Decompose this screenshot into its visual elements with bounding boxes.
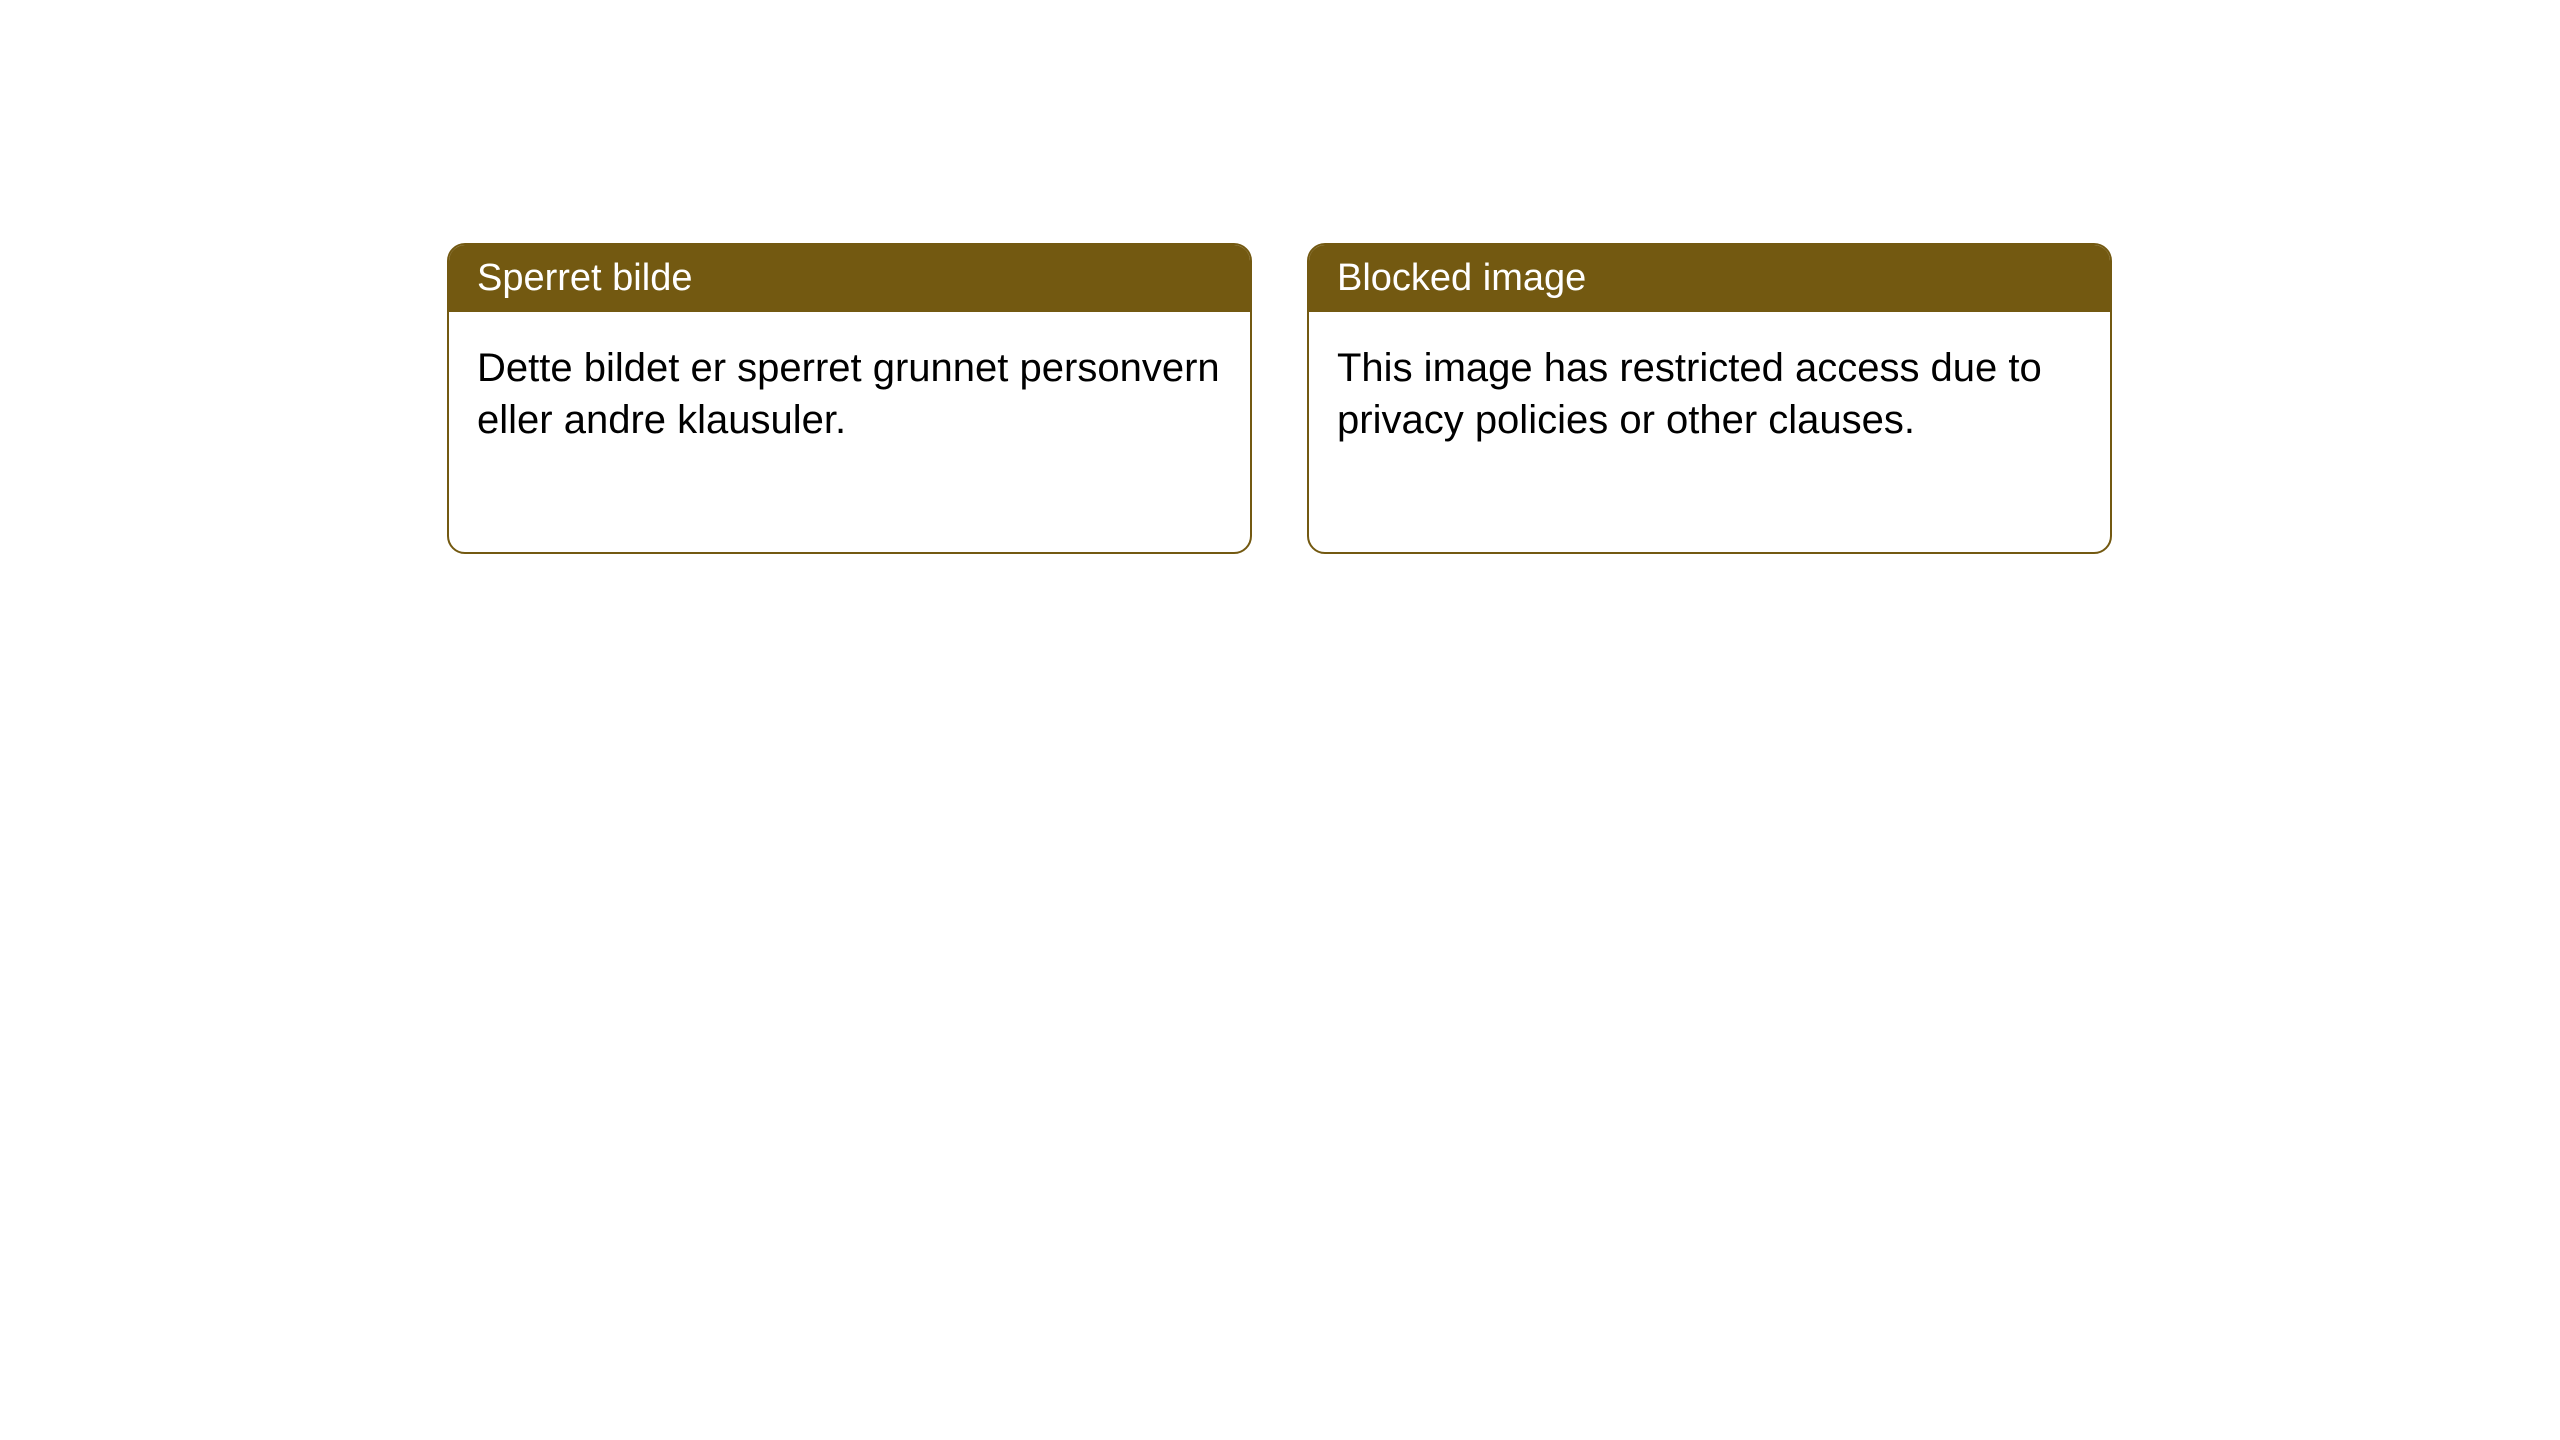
notice-card-norwegian: Sperret bilde Dette bildet er sperret gr… [447,243,1252,554]
notice-header: Blocked image [1309,245,2110,312]
notice-container: Sperret bilde Dette bildet er sperret gr… [447,243,2112,554]
notice-body: This image has restricted access due to … [1309,312,2110,552]
notice-card-english: Blocked image This image has restricted … [1307,243,2112,554]
notice-body: Dette bildet er sperret grunnet personve… [449,312,1250,552]
notice-header: Sperret bilde [449,245,1250,312]
